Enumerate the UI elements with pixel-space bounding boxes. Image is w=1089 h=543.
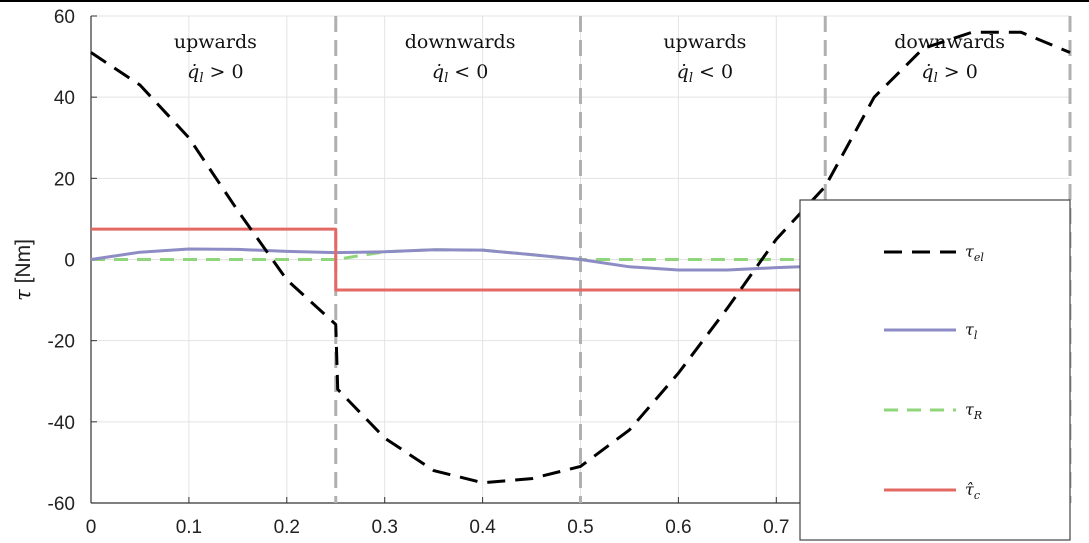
region-label: downwards q̇l > 0: [894, 31, 1005, 86]
legend-label: τel: [965, 242, 984, 264]
series-line-tau-l: [90, 247, 811, 272]
x-tick-label: 0.7: [763, 517, 789, 538]
y-tick-label: 40: [54, 88, 75, 109]
x-tick-label: 0.6: [665, 517, 691, 538]
y-tick-label: -40: [48, 413, 75, 434]
x-tick-label: 0.5: [567, 517, 593, 538]
region-direction-label: downwards: [894, 31, 1005, 53]
y-axis-label: τ [Nm]: [11, 239, 35, 301]
y-tick-label: 0: [64, 251, 75, 272]
legend-box: [799, 199, 1071, 541]
region-label: upwards q̇l > 0: [174, 31, 257, 86]
series-lines: [90, 30, 1071, 485]
region-direction-label: upwards: [174, 31, 257, 53]
y-tick-labels: 60 40 20 0 -20 -40 -60: [48, 7, 75, 515]
legend: τel τl τR τ̂c: [799, 199, 1071, 541]
y-tick-label: 60: [54, 7, 75, 28]
y-tick-label: 20: [54, 169, 75, 190]
series-line-tau-R: [91, 248, 811, 261]
y-tick-label: -60: [48, 494, 75, 515]
x-tick-label: 0.1: [176, 517, 202, 538]
region-condition-label: q̇l > 0: [921, 61, 977, 86]
region-label: downwards q̇l < 0: [405, 31, 516, 86]
legend-label: τl: [965, 320, 978, 342]
region-labels: upwards q̇l > 0 downwards q̇l < 0 upwards q̇l…: [174, 31, 1005, 86]
x-tick-label: 0.4: [469, 517, 496, 538]
region-condition-label: q̇l > 0: [187, 61, 243, 86]
x-tick-labels: 0 0.1 0.2 0.3 0.4 0.5 0.6 0.7: [86, 517, 790, 538]
y-tick-label: -20: [48, 332, 75, 353]
region-direction-label: upwards: [663, 31, 746, 53]
legend-label: τ̂c: [965, 480, 980, 502]
region-condition-label: q̇l < 0: [432, 61, 488, 86]
region-direction-label: downwards: [405, 31, 516, 53]
legend-label: τR: [965, 400, 982, 422]
region-condition-label: q̇l < 0: [677, 61, 733, 86]
series-line-tau-el: [90, 30, 1071, 485]
series-line-tau-c-hat: [91, 227, 811, 292]
x-tick-label: 0.2: [274, 517, 300, 538]
x-tick-label: 0: [86, 517, 97, 538]
x-tick-label: 0.3: [371, 517, 397, 538]
region-label: upwards q̇l < 0: [663, 31, 746, 86]
